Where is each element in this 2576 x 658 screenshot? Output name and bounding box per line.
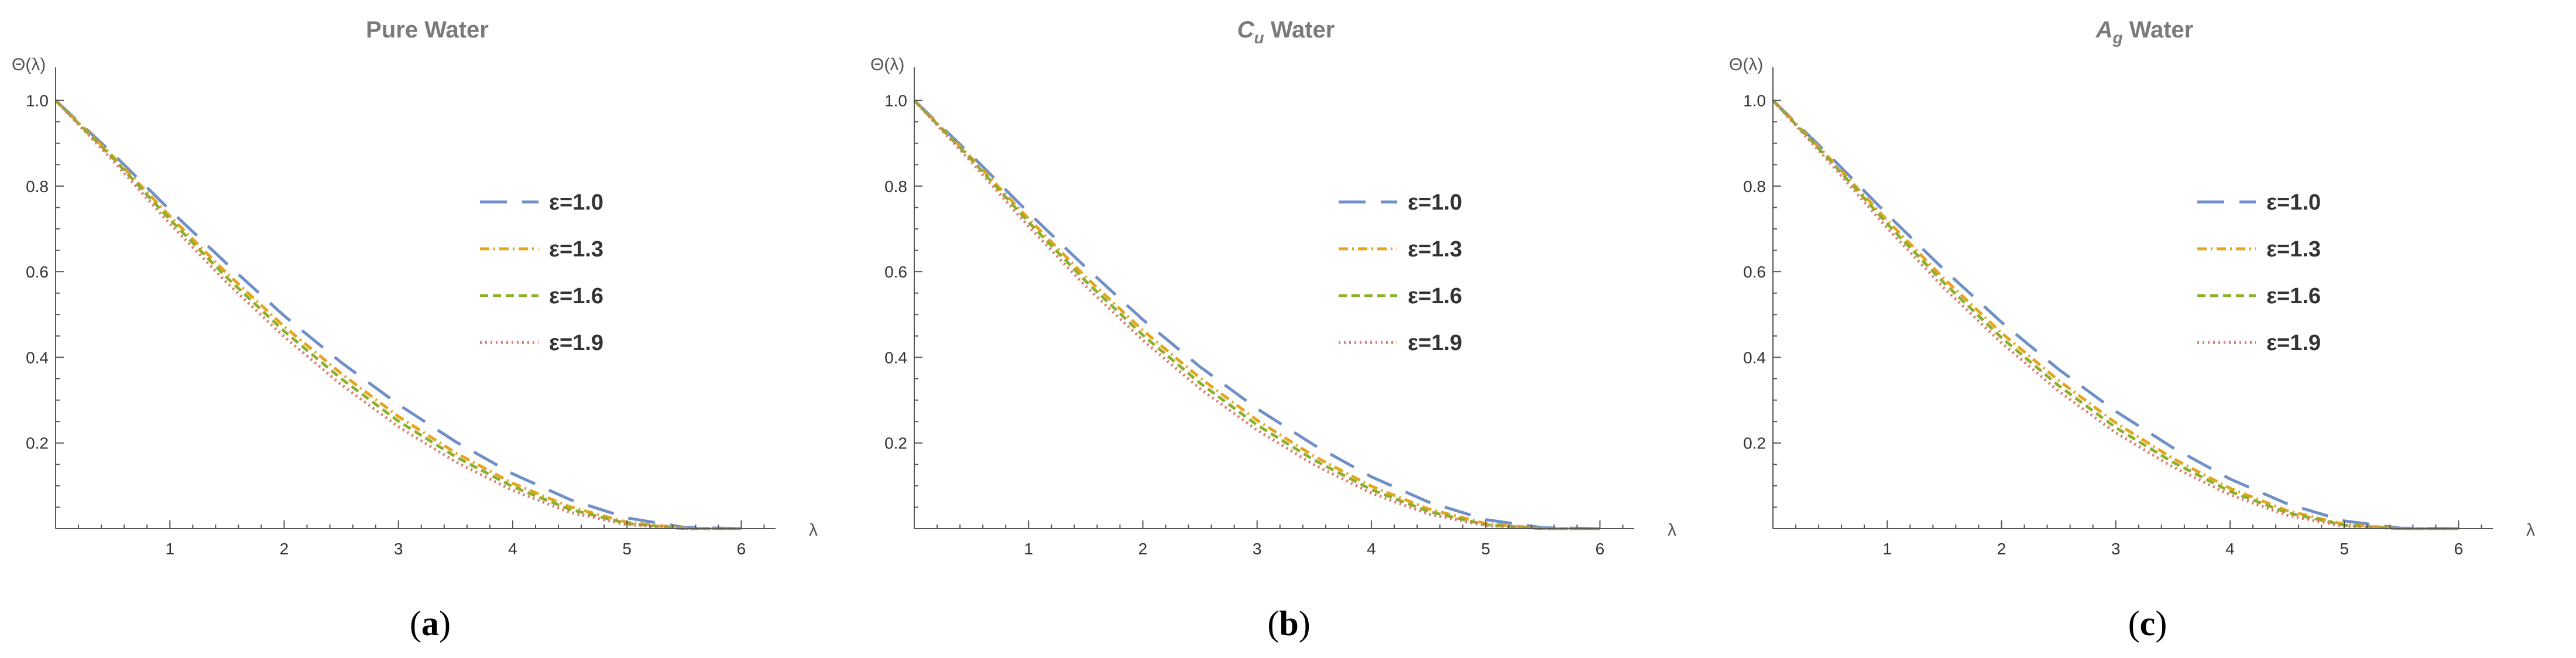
y-tick-label: 0.4: [884, 348, 907, 366]
figure-panel-a: Pure Water Θ(λ) λ ε=1.0 ε=1.3 ε=1.6 ε=1.9 1…: [0, 0, 859, 658]
y-axis-label: Θ(λ): [870, 55, 904, 74]
y-tick-label: 0.6: [884, 263, 907, 281]
legend-label-4: ε=1.9: [549, 331, 603, 355]
x-tick-label: 6: [2454, 540, 2464, 558]
legend-label-1: ε=1.0: [2266, 190, 2321, 215]
y-tick-label: 1.0: [884, 92, 907, 110]
legend-label-2: ε=1.3: [549, 237, 603, 262]
x-tick-label: 1: [1882, 540, 1892, 558]
legend-label-2: ε=1.3: [1408, 237, 1462, 262]
x-tick-label: 3: [1253, 540, 1262, 558]
series-line-4: [913, 99, 1600, 530]
legend-label-4: ε=1.9: [1408, 331, 1462, 355]
series-line-4: [54, 99, 742, 530]
panel-caption: (b): [1267, 604, 1310, 643]
x-tick-label: 5: [622, 540, 632, 558]
y-tick-label: 0.2: [1743, 434, 1766, 453]
series-line-2: [54, 99, 742, 530]
legend-label-1: ε=1.0: [549, 190, 603, 215]
x-tick-label: 6: [737, 540, 746, 558]
legend-label-2: ε=1.3: [2266, 237, 2321, 262]
legend-label-3: ε=1.6: [1408, 284, 1462, 309]
panel-letter: c: [2140, 604, 2156, 643]
y-tick-label: 0.2: [884, 434, 907, 453]
x-tick-label: 3: [394, 540, 403, 558]
series-line-3: [1772, 99, 2459, 530]
x-tick-label: 5: [1481, 540, 1490, 558]
line-chart-a: Pure Water Θ(λ) λ ε=1.0 ε=1.3 ε=1.6 ε=1.9 1…: [12, 17, 818, 643]
y-tick-label: 1.0: [1743, 92, 1766, 110]
x-tick-label: 5: [2340, 540, 2349, 558]
line-chart-b: Cu Water Θ(λ) λ ε=1.0 ε=1.3 ε=1.6 ε=1.9 1 2 3…: [870, 17, 1676, 643]
y-tick-label: 1.0: [26, 92, 49, 110]
y-tick-label: 0.8: [1743, 177, 1766, 196]
x-axis-label: λ: [809, 520, 818, 540]
x-tick-label: 1: [1024, 540, 1033, 558]
line-chart-c: Ag Water Θ(λ) λ ε=1.0 ε=1.3 ε=1.6 ε=1.9 1 2 3…: [1729, 17, 2535, 643]
y-tick-label: 0.8: [26, 177, 49, 196]
x-tick-label: 3: [2111, 540, 2121, 558]
series-line-1: [1772, 99, 2459, 530]
y-tick-label: 0.8: [884, 177, 907, 196]
chart-title: Pure Water: [366, 17, 489, 43]
x-axis-label: λ: [1668, 520, 1676, 540]
panel-letter: a: [421, 604, 439, 643]
x-tick-label: 4: [1367, 540, 1376, 558]
x-tick-label: 4: [2225, 540, 2235, 558]
y-axis-label: Θ(λ): [12, 55, 46, 74]
y-tick-label: 0.6: [26, 263, 49, 281]
series-line-2: [913, 99, 1600, 530]
series-line-2: [1772, 99, 2459, 530]
series-line-1: [913, 99, 1600, 530]
y-tick-label: 0.4: [26, 348, 49, 366]
panel-caption: (a): [410, 604, 451, 643]
chart-title: Ag Water: [2095, 17, 2194, 47]
x-tick-label: 6: [1596, 540, 1605, 558]
legend-label-3: ε=1.6: [2266, 284, 2321, 309]
legend-label-4: ε=1.9: [2266, 331, 2321, 355]
series-line-3: [913, 99, 1600, 530]
x-tick-label: 2: [1997, 540, 2006, 558]
x-tick-label: 2: [1138, 540, 1148, 558]
legend-label-1: ε=1.0: [1408, 190, 1462, 215]
x-tick-label: 2: [280, 540, 289, 558]
series-line-4: [1772, 99, 2459, 530]
chart-title: Cu Water: [1237, 17, 1335, 47]
series-line-3: [54, 99, 742, 530]
y-axis-label: Θ(λ): [1729, 55, 1763, 74]
y-tick-label: 0.6: [1743, 263, 1766, 281]
panel-letter: b: [1279, 604, 1298, 643]
panel-caption: (c): [2128, 604, 2167, 643]
figure-panel-b: Cu Water Θ(λ) λ ε=1.0 ε=1.3 ε=1.6 ε=1.9 1 2 3…: [859, 0, 1717, 658]
x-tick-label: 4: [508, 540, 517, 558]
figure-panel-c: Ag Water Θ(λ) λ ε=1.0 ε=1.3 ε=1.6 ε=1.9 1 2 3…: [1717, 0, 2576, 658]
y-tick-label: 0.4: [1743, 348, 1766, 366]
legend-label-3: ε=1.6: [549, 284, 603, 309]
y-tick-label: 0.2: [26, 434, 49, 453]
series-line-1: [54, 99, 742, 530]
x-tick-label: 1: [165, 540, 174, 558]
x-axis-label: λ: [2526, 520, 2535, 540]
